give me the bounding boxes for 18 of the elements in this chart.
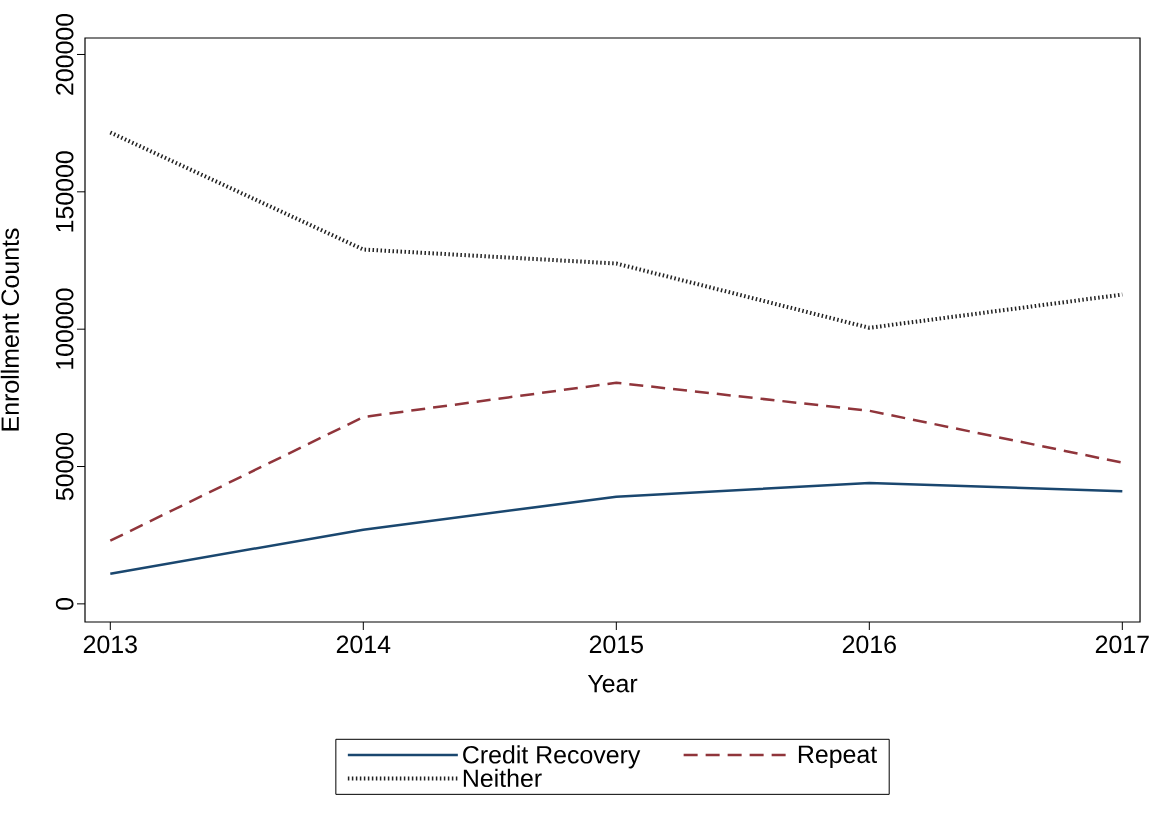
x-axis-title: Year bbox=[587, 674, 638, 693]
line-series bbox=[109, 481, 1124, 575]
legend-label: Credit Recovery bbox=[463, 745, 641, 769]
line-series bbox=[109, 381, 1124, 542]
y-tick-label: 50000 bbox=[55, 432, 74, 501]
x-tick-label: 2015 bbox=[589, 635, 643, 654]
line-series bbox=[108, 130, 1125, 330]
x-tick-label: 2014 bbox=[336, 635, 391, 654]
x-tick-label: 2017 bbox=[1095, 635, 1149, 654]
y-axis-title: Enrollment Counts bbox=[0, 228, 20, 431]
legend-label: Neither bbox=[463, 768, 542, 788]
y-tick-label: 150000 bbox=[55, 151, 74, 232]
x-tick-label: 2016 bbox=[842, 635, 896, 654]
x-tick-label: 2013 bbox=[83, 635, 137, 654]
legend-label: Repeat bbox=[798, 745, 877, 769]
y-tick-label: 200000 bbox=[55, 13, 74, 95]
y-tick-label: 0 bbox=[55, 597, 74, 610]
y-tick-label: 100000 bbox=[55, 288, 74, 369]
